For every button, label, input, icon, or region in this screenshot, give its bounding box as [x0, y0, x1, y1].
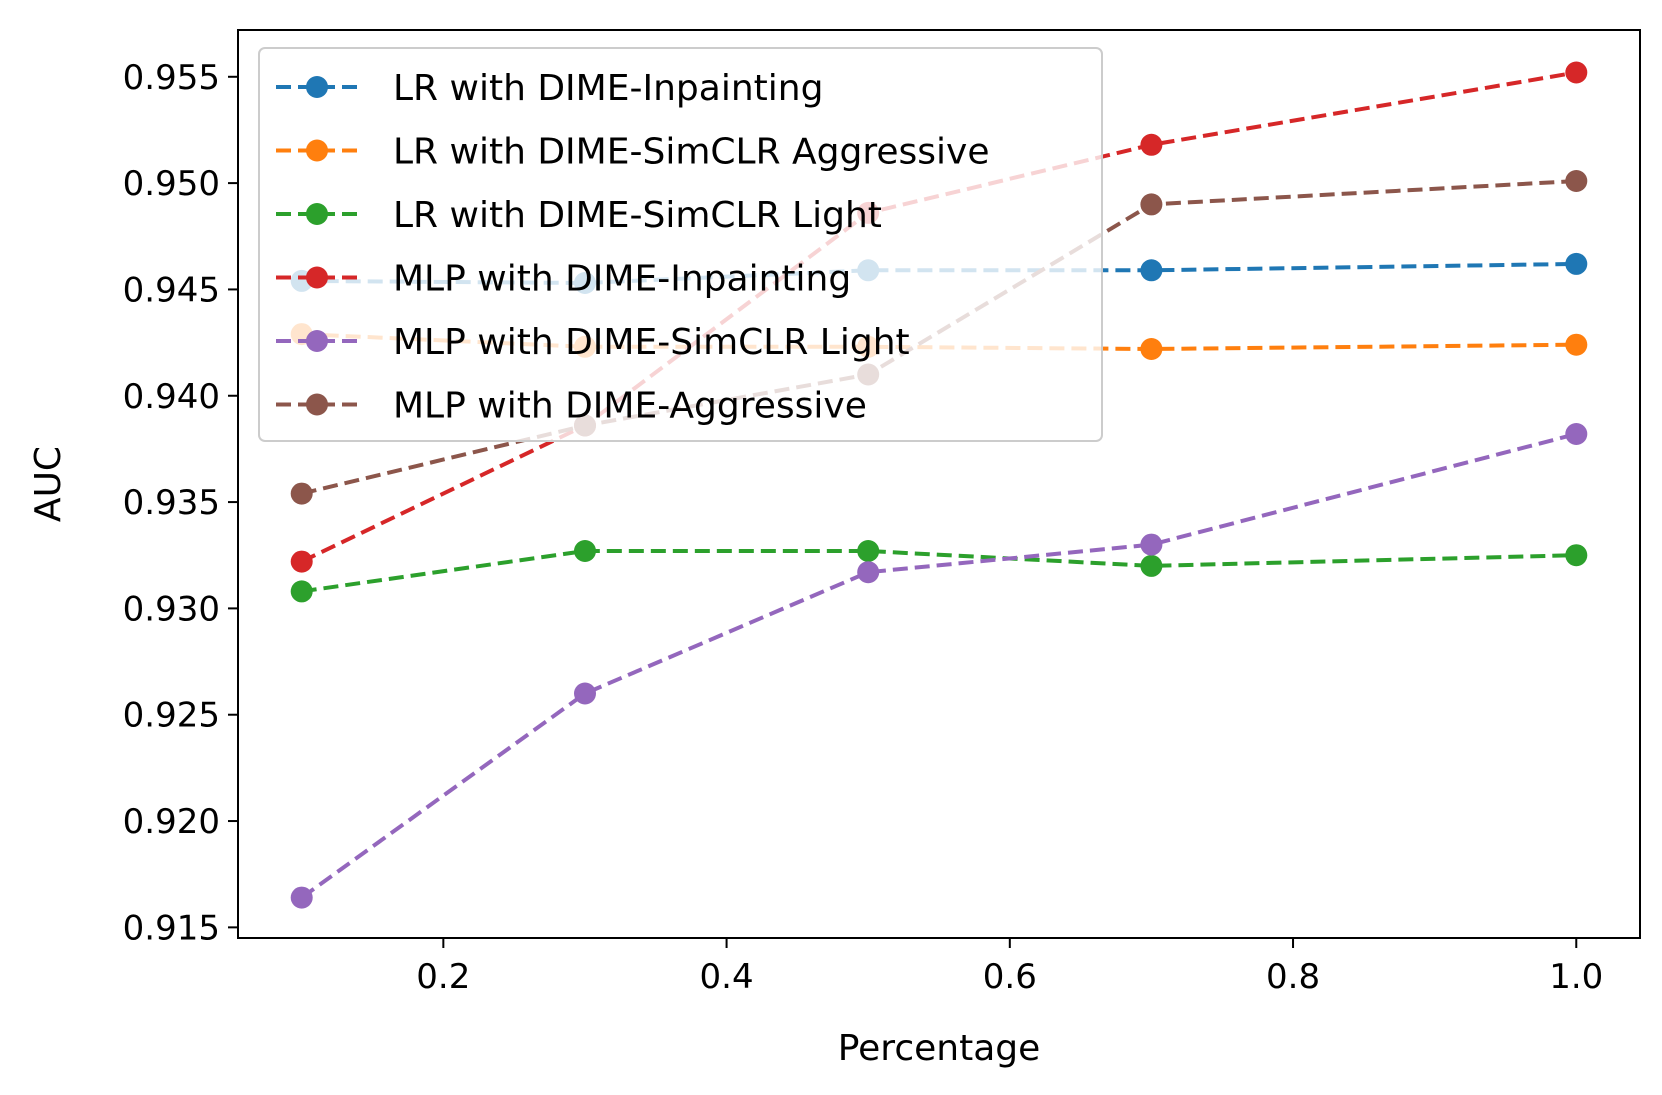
data-point-s2-p4 [1140, 338, 1163, 360]
data-point-s5-p1 [290, 886, 313, 909]
data-point-s6-p4 [1140, 193, 1163, 216]
data-point-s3-p1 [290, 580, 313, 603]
data-point-s4-p4 [1140, 133, 1163, 156]
data-point-s5-p5 [1565, 423, 1588, 445]
legend-marker-2 [306, 139, 328, 162]
data-point-s3-p4 [1140, 554, 1163, 577]
legend-label-2: LR with DIME-SimCLR Aggressive [393, 132, 990, 173]
y-tick-label-7: 0.945 [123, 270, 220, 310]
y-tick-label-3: 0.925 [123, 696, 220, 736]
legend-box [258, 47, 1103, 442]
legend-label-3: LR with DIME-SimCLR Light [393, 195, 882, 236]
legend: LR with DIME-Inpainting LR with DIME-SimC… [258, 47, 1103, 442]
x-axis-label: Percentage [838, 1028, 1041, 1069]
data-point-s5-p3 [857, 561, 880, 584]
legend-label-5: MLP with DIME-SimCLR Light [393, 322, 910, 363]
x-tick-label-5: 1.0 [1549, 957, 1603, 997]
legend-label-1: LR with DIME-Inpainting [393, 68, 823, 109]
y-tick-label-6: 0.940 [123, 377, 220, 417]
y-tick-label-5: 0.935 [123, 483, 220, 523]
x-tick-label-3: 0.6 [983, 957, 1037, 997]
data-point-s5-p4 [1140, 533, 1163, 556]
data-point-s4-p5 [1565, 61, 1588, 84]
data-point-s1-p4 [1140, 259, 1163, 282]
legend-label-6: MLP with DIME-Aggressive [393, 386, 867, 427]
y-tick-label-2: 0.920 [123, 802, 220, 842]
y-tick-label-4: 0.930 [123, 589, 220, 629]
x-tick-label-2: 0.4 [700, 957, 754, 997]
axes: 0.2 0.4 0.6 0.8 1.0 0.915 0.920 0.925 0.930 0.935… [123, 29, 1641, 997]
legend-marker-4 [306, 266, 328, 289]
data-point-s1-p5 [1565, 252, 1588, 275]
series-line-3 [301, 549, 1577, 594]
data-point-s3-p3 [857, 540, 880, 562]
legend-label-4: MLP with DIME-Inpainting [393, 259, 851, 300]
legend-marker-1 [306, 76, 328, 98]
data-point-s5-p2 [574, 682, 596, 705]
legend-marker-5 [306, 330, 328, 352]
y-tick-label-8: 0.950 [123, 164, 220, 204]
data-point-s6-p5 [1565, 170, 1588, 192]
x-tick-label-1: 0.2 [416, 957, 470, 997]
y-axis-label: AUC [28, 446, 69, 522]
legend-marker-6 [306, 393, 328, 416]
y-tick-label-1: 0.915 [123, 908, 220, 948]
y-tick-label-9: 0.955 [123, 58, 220, 98]
legend-marker-3 [306, 203, 328, 225]
data-point-s3-p2 [574, 540, 596, 562]
data-point-s6-p1 [290, 482, 313, 505]
data-point-s3-p5 [1565, 544, 1588, 567]
data-point-s4-p1 [290, 550, 313, 573]
data-point-s2-p5 [1565, 333, 1588, 356]
plot-frame [237, 29, 1641, 939]
series-line-5 [300, 432, 1577, 900]
x-tick-label-4: 0.8 [1266, 957, 1320, 997]
